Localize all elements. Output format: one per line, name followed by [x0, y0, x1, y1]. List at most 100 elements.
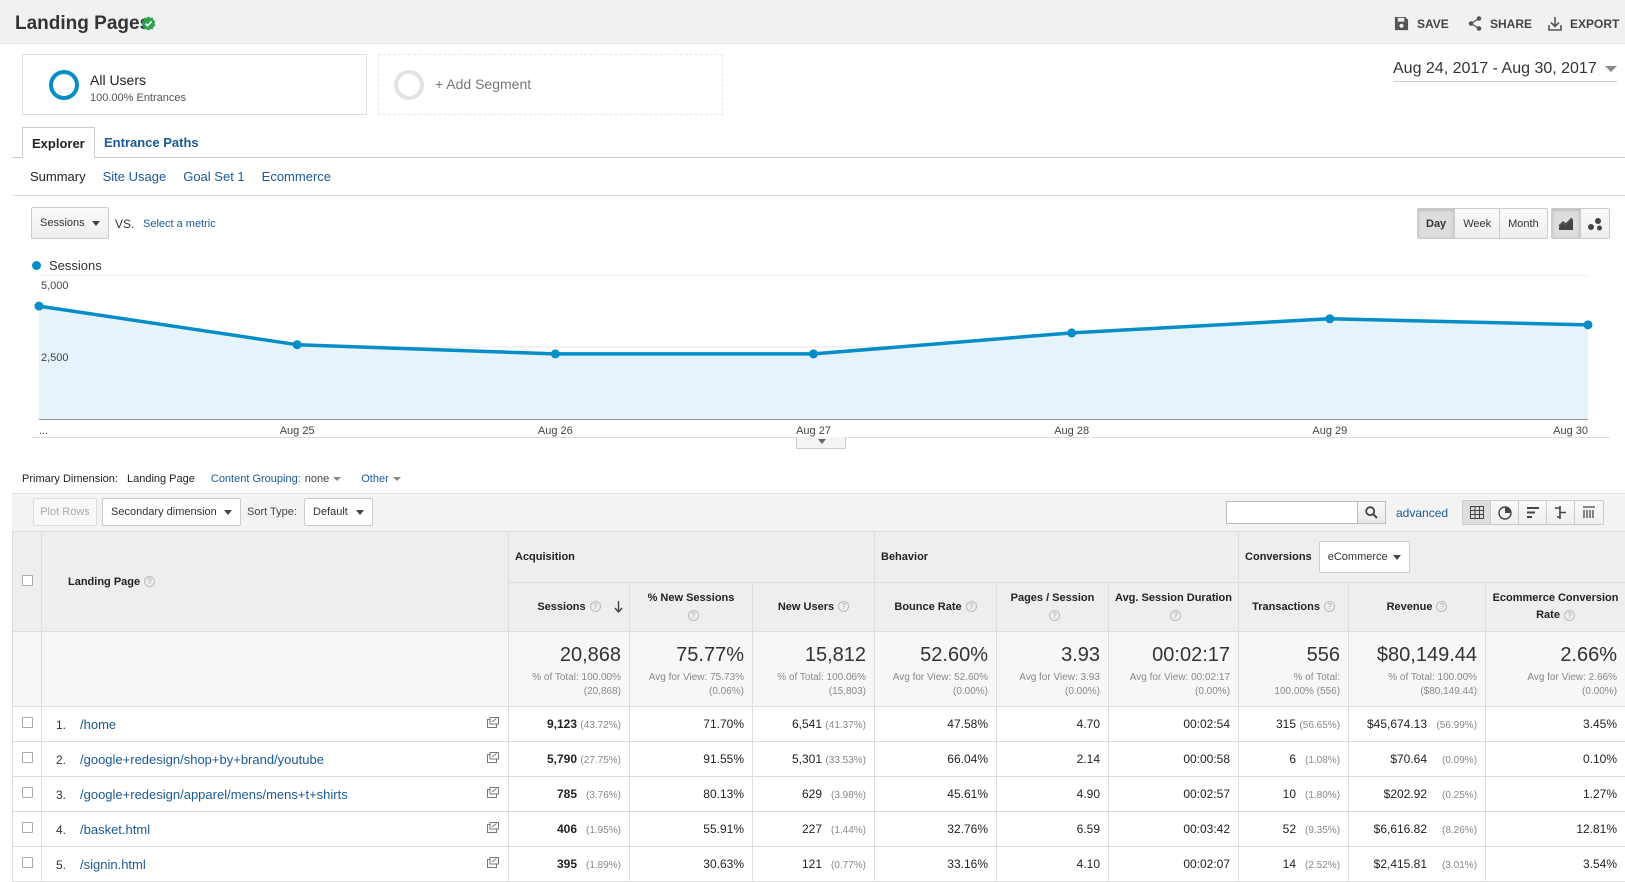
col-conv-rate-label: Ecommerce Conversion Rate	[1493, 592, 1619, 621]
dimension-landing-page[interactable]: Landing Page	[127, 473, 195, 485]
sort-type-select[interactable]: Default	[304, 498, 373, 526]
day-button[interactable]: Day	[1418, 209, 1455, 238]
col-transactions[interactable]: Transactions?	[1239, 583, 1349, 632]
help-icon[interactable]: ?	[688, 610, 699, 621]
date-range-picker[interactable]: Aug 24, 2017 - Aug 30, 2017	[1393, 60, 1617, 82]
help-icon[interactable]: ?	[838, 601, 849, 612]
percentage-view-button[interactable]	[1491, 501, 1519, 524]
sessions-value: 9,123	[547, 717, 577, 731]
week-button[interactable]: Week	[1455, 209, 1500, 238]
total-sub: % of Total: 100.06%	[753, 671, 866, 685]
select-all-checkbox[interactable]	[22, 575, 33, 586]
row-checkbox[interactable]	[22, 857, 33, 868]
add-segment-label: + Add Segment	[435, 76, 531, 92]
table-row: 3./google+redesign/apparel/mens/mens+t+s…	[13, 777, 1625, 812]
row-checkbox[interactable]	[22, 787, 33, 798]
subtab-goal-set-1[interactable]: Goal Set 1	[183, 169, 244, 184]
chart-collapse-toggle[interactable]	[796, 437, 846, 449]
performance-view-button[interactable]	[1519, 501, 1547, 524]
tab-explorer[interactable]: Explorer	[22, 127, 95, 158]
chart-point[interactable]	[551, 349, 560, 358]
total-sub: (0.00%)	[875, 685, 988, 699]
line-chart-button[interactable]	[1552, 209, 1581, 238]
chart-point[interactable]	[809, 349, 818, 358]
share-button[interactable]: SHARE	[1468, 16, 1532, 31]
row-checkbox[interactable]	[22, 752, 33, 763]
transactions-pct: (2.52%)	[1296, 860, 1340, 871]
col-sessions[interactable]: Sessions?	[509, 583, 630, 632]
month-button[interactable]: Month	[1500, 209, 1547, 238]
chart-point[interactable]	[293, 340, 302, 349]
col-new-sessions[interactable]: % New Sessions?	[630, 583, 753, 632]
help-icon[interactable]: ?	[1436, 601, 1447, 612]
landing-page-link[interactable]: /basket.html	[80, 822, 150, 837]
chart-point[interactable]	[1584, 320, 1593, 329]
pivot-view-button[interactable]	[1575, 501, 1603, 524]
export-button[interactable]: EXPORT	[1548, 16, 1619, 31]
conversions-goal-select[interactable]: eCommerce	[1319, 541, 1410, 573]
conv-rate-cell: 3.54%	[1486, 847, 1625, 882]
subtab-site-usage[interactable]: Site Usage	[103, 169, 167, 184]
advanced-filter-link[interactable]: advanced	[1396, 506, 1448, 520]
col-revenue[interactable]: Revenue?	[1349, 583, 1486, 632]
landing-page-link[interactable]: /signin.html	[80, 857, 146, 872]
chart-point[interactable]	[1325, 314, 1334, 323]
landing-page-link[interactable]: /google+redesign/shop+by+brand/youtube	[80, 752, 324, 767]
col-avg-duration[interactable]: Avg. Session Duration?	[1109, 583, 1239, 632]
external-link-icon[interactable]	[487, 787, 499, 798]
col-new-users-label: New Users	[778, 601, 834, 613]
tab-entrance-paths[interactable]: Entrance Paths	[95, 127, 208, 158]
content-grouping-value[interactable]: none	[305, 473, 329, 485]
x-tick-label: Aug 25	[280, 425, 315, 437]
help-icon[interactable]: ?	[1049, 610, 1060, 621]
search-button[interactable]	[1358, 501, 1386, 524]
external-link-icon[interactable]	[487, 857, 499, 868]
row-checkbox-cell	[13, 742, 42, 777]
chart-point[interactable]	[35, 302, 44, 311]
chart-area-fill	[39, 306, 1588, 419]
help-icon[interactable]: ?	[1564, 610, 1575, 621]
col-bounce-rate[interactable]: Bounce Rate?	[875, 583, 997, 632]
subtab-ecommerce[interactable]: Ecommerce	[262, 169, 331, 184]
external-link-icon[interactable]	[487, 717, 499, 728]
new-users-value: 6,541	[792, 717, 822, 731]
chart-point[interactable]	[1067, 328, 1076, 337]
row-checkbox[interactable]	[22, 717, 33, 728]
segment-all-users[interactable]: All Users 100.00% Entrances	[22, 54, 367, 115]
metric-select[interactable]: Sessions	[31, 207, 109, 239]
external-link-icon[interactable]	[487, 752, 499, 763]
total-value: 3.93	[997, 644, 1100, 667]
motion-chart-button[interactable]	[1581, 209, 1609, 238]
plot-rows-button[interactable]: Plot Rows	[33, 498, 97, 526]
comparison-view-button[interactable]	[1547, 501, 1575, 524]
table-search-input[interactable]	[1226, 501, 1358, 524]
landing-page-link[interactable]: /home	[80, 717, 116, 732]
help-icon[interactable]: ?	[590, 601, 601, 612]
total-transactions: 556% of Total:100.00% (556)	[1239, 632, 1349, 707]
external-link-icon[interactable]	[487, 822, 499, 833]
secondary-dimension-select[interactable]: Secondary dimension	[102, 498, 241, 526]
period-toggle: Day Week Month	[1417, 208, 1548, 239]
help-icon[interactable]: ?	[144, 576, 155, 587]
col-conv-rate[interactable]: Ecommerce Conversion Rate?	[1486, 583, 1625, 632]
sessions-cell: 406(1.95%)	[509, 812, 630, 847]
help-icon[interactable]: ?	[966, 601, 977, 612]
help-icon[interactable]: ?	[1324, 601, 1335, 612]
landing-page-link[interactable]: /google+redesign/apparel/mens/mens+t+shi…	[80, 787, 348, 802]
dimension-content-grouping[interactable]: Content Grouping:	[211, 473, 301, 485]
new-users-pct: (41.37%)	[822, 720, 866, 731]
row-checkbox[interactable]	[22, 822, 33, 833]
data-table-view-button[interactable]	[1463, 501, 1491, 524]
add-segment-button[interactable]: + Add Segment	[378, 54, 723, 115]
select-metric-link[interactable]: Select a metric	[143, 218, 216, 230]
subtab-summary[interactable]: Summary	[30, 169, 86, 184]
landing-page-cell: 5./signin.html	[42, 847, 509, 882]
col-new-users[interactable]: New Users?	[753, 583, 875, 632]
dimension-other[interactable]: Other	[361, 473, 389, 485]
help-icon[interactable]: ?	[1170, 610, 1181, 621]
save-button[interactable]: SAVE	[1394, 16, 1449, 31]
col-pages-session[interactable]: Pages / Session?	[997, 583, 1109, 632]
total-value: 2.66%	[1486, 644, 1617, 667]
